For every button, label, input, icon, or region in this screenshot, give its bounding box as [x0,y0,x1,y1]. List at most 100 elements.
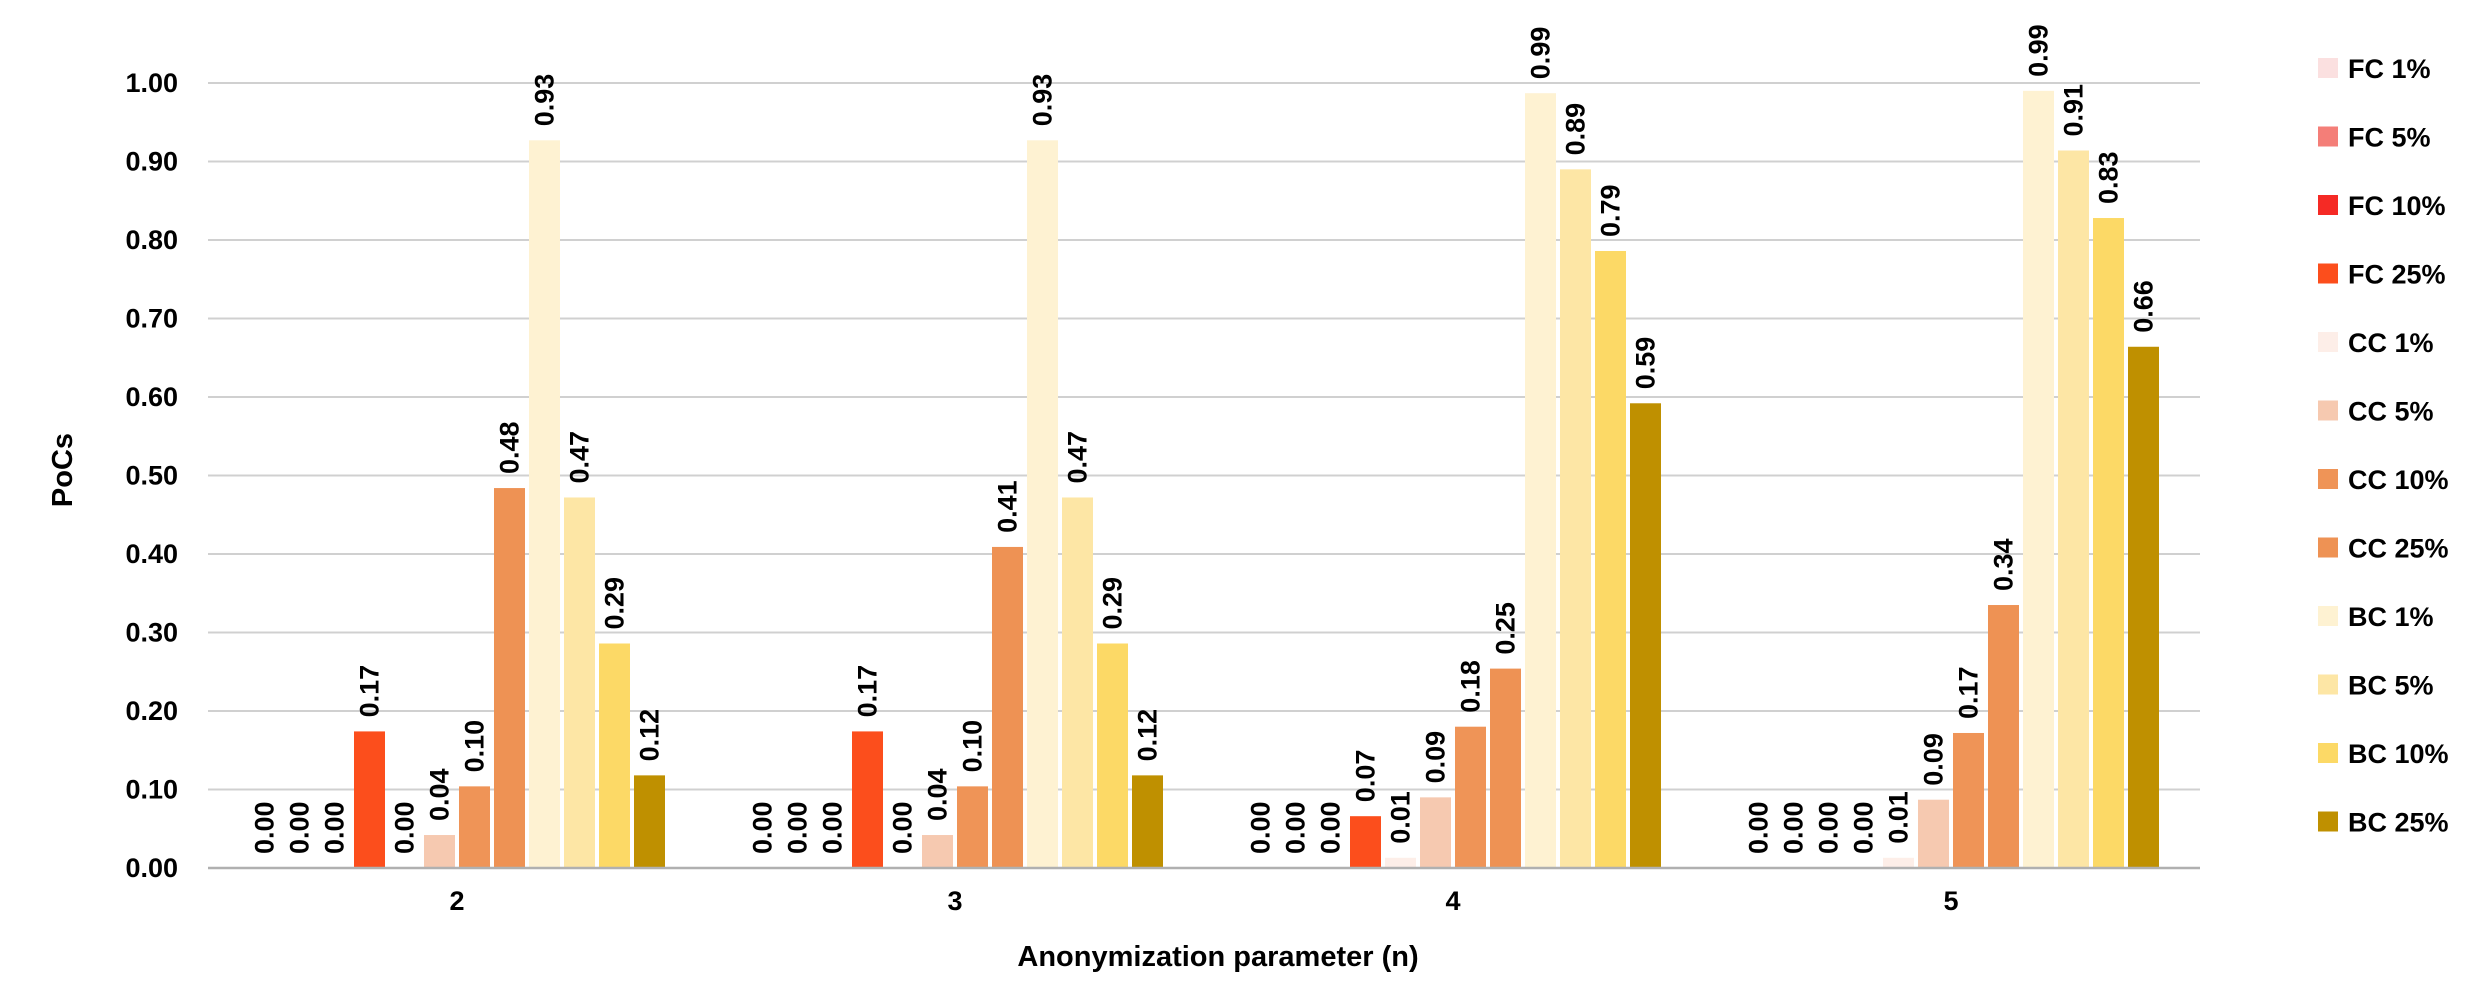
data-label: 0.25 [1491,602,1521,655]
legend-swatch [2318,332,2338,352]
legend-label: BC 5% [2348,671,2434,701]
bar [992,546,1023,868]
bar [354,731,385,868]
data-labels: 0.00 0.00 0.000.170.000.040.100.480.930.47… [250,24,2159,854]
legend-label: BC 1% [2348,602,2434,632]
data-label: 0.00 [1814,801,1844,854]
data-label: 0.89 [1561,103,1591,156]
bar [957,786,988,868]
data-label: 0.41 [993,480,1023,533]
x-tick-label: 3 [947,886,962,916]
data-label: 0.91 [2059,84,2089,137]
bar [1953,732,1984,868]
data-label: 0.29 [1098,577,1128,630]
data-label: 0.00 [390,801,420,854]
data-label: 0.00 [1779,801,1809,854]
y-tick-label: 0.70 [125,304,178,334]
y-tick-label: 1.00 [125,68,178,98]
x-tick-label: 2 [449,886,464,916]
bar [494,488,525,868]
data-label: 0.29 [600,577,630,630]
legend-swatch [2318,400,2338,421]
legend-swatch [2318,126,2338,147]
bar [634,775,665,868]
bar [1525,93,1556,868]
data-label: 0.12 [635,709,665,762]
data-label: 0.00 [1281,801,1311,854]
data-label: 0.00 [1316,801,1346,854]
legend-swatch [2318,743,2338,763]
y-axis-title: PoCs [47,433,79,507]
bar [1420,797,1451,868]
bar [1918,799,1949,868]
y-tick-label: 0.00 [125,853,178,883]
data-label: 0.00 [1849,801,1879,854]
data-label: 0.00 [320,801,350,854]
legend-swatch [2318,537,2338,558]
bar [2058,150,2089,868]
legend-label: CC 10% [2348,465,2449,495]
bar [1455,726,1486,868]
data-label: 0.10 [958,720,988,773]
bar [922,835,953,868]
legend-label: FC 5% [2348,123,2431,153]
legend-label: FC 25% [2348,260,2446,290]
x-tick-label: 4 [1445,886,1460,916]
legend-swatch [2318,811,2338,832]
axes: 0.00 0.10 0.20 0.30 0.40 0.50 0.60 0.70 0.80 0.90… [125,68,2200,916]
x-tick-label: 5 [1943,886,1958,916]
y-tick-label: 0.90 [125,147,178,177]
data-label: 0.59 [1631,337,1661,390]
data-label: 0.99 [2024,24,2054,77]
bar [1883,857,1914,868]
y-tick-label: 0.50 [125,461,178,491]
data-label: 0.79 [1596,184,1626,237]
bar [1097,643,1128,868]
y-tick-label: 0.40 [125,539,178,569]
data-label: 0.12 [1133,709,1163,762]
data-label: 0.00 [818,801,848,854]
y-tick-label: 0.80 [125,225,178,255]
legend-label: CC 25% [2348,534,2449,564]
data-label: 0.17 [1954,666,1984,719]
bar [599,643,630,868]
data-label: 0.17 [853,665,883,718]
data-label: 0.48 [495,421,525,474]
bar [459,786,490,868]
data-label: 0.04 [425,768,455,821]
y-tick-label: 0.60 [125,382,178,412]
legend-label: BC 10% [2348,739,2449,769]
data-label: 0.17 [355,665,385,718]
bar [2093,218,2124,868]
y-tick-label: 0.10 [125,775,178,805]
bar [1350,816,1381,868]
bar [1560,169,1591,869]
data-label: 0.00 [1744,801,1774,854]
bar [1630,403,1661,868]
y-tick-label: 0.30 [125,618,178,648]
data-label: 0.00 [888,801,918,854]
data-label: 0.34 [1989,538,2019,591]
legend-swatch [2318,674,2338,695]
bar [1595,250,1626,869]
legend-label: FC 10% [2348,191,2446,221]
bar [529,140,560,868]
bar [1027,140,1058,868]
data-label: 0.66 [2129,280,2159,333]
data-label: 0.99 [1526,27,1556,80]
bar [564,497,595,868]
bar [1385,857,1416,868]
data-label: 0.09 [1919,733,1949,786]
legend-label: CC 1% [2348,328,2434,358]
data-label: 0.00 [748,801,778,854]
bar [1490,668,1521,868]
data-label: 0.00 [250,801,280,854]
legend-swatch [2318,606,2338,626]
data-label: 0.07 [1351,750,1381,803]
legend-label: BC 25% [2348,808,2449,838]
data-label: 0.93 [530,74,560,127]
data-label: 0.01 [1386,791,1416,844]
data-label: 0.00 [783,801,813,854]
data-label: 0.01 [1884,791,1914,844]
data-label: 0.09 [1421,731,1451,784]
